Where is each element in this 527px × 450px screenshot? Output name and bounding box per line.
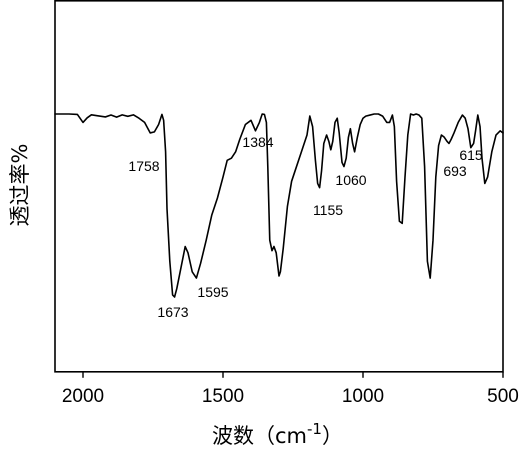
x-axis-title-close: ） (322, 424, 343, 448)
peak-label-1758: 1758 (128, 158, 159, 174)
x-axis-title-superscript: -1 (307, 420, 322, 438)
x-tick-label-500: 500 (487, 386, 519, 407)
x-axis-title: 波数（cm-1） (212, 420, 343, 448)
peak-label-1673: 1673 (157, 304, 188, 320)
y-axis-title: 透过率% (8, 144, 32, 227)
x-tick-label-1500: 1500 (202, 386, 244, 407)
peak-label-615: 615 (459, 147, 483, 163)
x-axis-ticks (82, 371, 504, 378)
spectrum-line (54, 113, 504, 298)
peak-label-1595: 1595 (197, 284, 228, 300)
x-axis-title-main: 波数（cm (212, 424, 307, 448)
peak-label-1155: 1155 (313, 202, 343, 218)
peak-label-1384: 1384 (242, 134, 273, 150)
peak-label-693: 693 (443, 163, 467, 179)
x-tick-label-1000: 1000 (342, 386, 384, 407)
x-tick-label-2000: 2000 (62, 386, 104, 407)
x-axis-tick-labels: 2000 1500 1000 500 (62, 386, 519, 407)
plot-frame (54, 0, 504, 373)
peak-label-1060: 1060 (335, 172, 366, 188)
